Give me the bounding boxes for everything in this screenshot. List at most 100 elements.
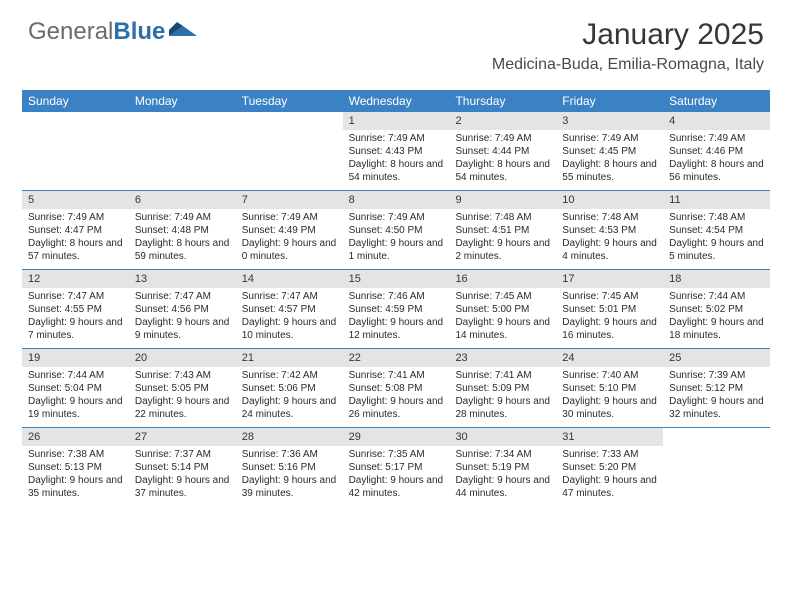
daylight-text: Daylight: 8 hours and 56 minutes. — [669, 158, 764, 184]
sunset-text: Sunset: 4:47 PM — [28, 224, 123, 237]
day-number: 28 — [236, 428, 343, 446]
day-header-row: Sunday Monday Tuesday Wednesday Thursday… — [22, 90, 770, 112]
weeks-container: 1 Sunrise: 7:49 AM Sunset: 4:43 PM Daylight… — [22, 112, 770, 506]
sunset-text: Sunset: 5:09 PM — [455, 382, 550, 395]
day-cell: 7Sunrise: 7:49 AMSunset: 4:49 PMDaylight… — [236, 191, 343, 269]
sunrise-text: Sunrise: 7:39 AM — [669, 369, 764, 382]
day-header: Sunday — [22, 90, 129, 112]
day-cell: 19Sunrise: 7:44 AMSunset: 5:04 PMDayligh… — [22, 349, 129, 427]
sunrise-text: Sunrise: 7:48 AM — [562, 211, 657, 224]
day-cell: 9Sunrise: 7:48 AMSunset: 4:51 PMDaylight… — [449, 191, 556, 269]
day-details: Sunrise: 7:44 AMSunset: 5:04 PMDaylight:… — [22, 367, 129, 423]
day-details: Sunrise: 7:36 AMSunset: 5:16 PMDaylight:… — [236, 446, 343, 502]
daylight-text: Daylight: 9 hours and 37 minutes. — [135, 474, 230, 500]
title-area: January 2025 Medicina-Buda, Emilia-Romag… — [492, 18, 764, 74]
day-cell — [129, 112, 236, 190]
day-cell: 17Sunrise: 7:45 AMSunset: 5:01 PMDayligh… — [556, 270, 663, 348]
day-details: Sunrise: 7:49 AMSunset: 4:46 PMDaylight:… — [663, 130, 770, 186]
sunrise-text: Sunrise: 7:48 AM — [455, 211, 550, 224]
sunset-text: Sunset: 4:49 PM — [242, 224, 337, 237]
day-number: 29 — [343, 428, 450, 446]
sunset-text: Sunset: 4:50 PM — [349, 224, 444, 237]
day-header: Monday — [129, 90, 236, 112]
day-cell: 1Sunrise: 7:49 AMSunset: 4:43 PMDaylight… — [343, 112, 450, 190]
day-cell: 20Sunrise: 7:43 AMSunset: 5:05 PMDayligh… — [129, 349, 236, 427]
day-number: 2 — [449, 112, 556, 130]
sunset-text: Sunset: 4:54 PM — [669, 224, 764, 237]
sunrise-text: Sunrise: 7:36 AM — [242, 448, 337, 461]
day-header: Friday — [556, 90, 663, 112]
day-details: Sunrise: 7:49 AMSunset: 4:49 PMDaylight:… — [236, 209, 343, 265]
sunset-text: Sunset: 4:43 PM — [349, 145, 444, 158]
day-details: Sunrise: 7:38 AMSunset: 5:13 PMDaylight:… — [22, 446, 129, 502]
sunset-text: Sunset: 4:59 PM — [349, 303, 444, 316]
sunrise-text: Sunrise: 7:49 AM — [242, 211, 337, 224]
sunset-text: Sunset: 4:48 PM — [135, 224, 230, 237]
daylight-text: Daylight: 9 hours and 12 minutes. — [349, 316, 444, 342]
sunrise-text: Sunrise: 7:37 AM — [135, 448, 230, 461]
day-number: 25 — [663, 349, 770, 367]
day-details: Sunrise: 7:41 AMSunset: 5:08 PMDaylight:… — [343, 367, 450, 423]
sunset-text: Sunset: 5:05 PM — [135, 382, 230, 395]
daylight-text: Daylight: 9 hours and 44 minutes. — [455, 474, 550, 500]
sunset-text: Sunset: 5:14 PM — [135, 461, 230, 474]
sunrise-text: Sunrise: 7:48 AM — [669, 211, 764, 224]
sunset-text: Sunset: 4:51 PM — [455, 224, 550, 237]
day-number: 13 — [129, 270, 236, 288]
day-cell: 5Sunrise: 7:49 AMSunset: 4:47 PMDaylight… — [22, 191, 129, 269]
sunset-text: Sunset: 4:56 PM — [135, 303, 230, 316]
day-number: 3 — [556, 112, 663, 130]
day-details: Sunrise: 7:46 AMSunset: 4:59 PMDaylight:… — [343, 288, 450, 344]
day-cell: 21Sunrise: 7:42 AMSunset: 5:06 PMDayligh… — [236, 349, 343, 427]
day-cell: 11Sunrise: 7:48 AMSunset: 4:54 PMDayligh… — [663, 191, 770, 269]
sunrise-text: Sunrise: 7:49 AM — [135, 211, 230, 224]
day-cell: 29Sunrise: 7:35 AMSunset: 5:17 PMDayligh… — [343, 428, 450, 506]
sunset-text: Sunset: 5:10 PM — [562, 382, 657, 395]
sunrise-text: Sunrise: 7:43 AM — [135, 369, 230, 382]
day-number: 1 — [343, 112, 450, 130]
sunrise-text: Sunrise: 7:49 AM — [455, 132, 550, 145]
day-cell: 26Sunrise: 7:38 AMSunset: 5:13 PMDayligh… — [22, 428, 129, 506]
sunrise-text: Sunrise: 7:40 AM — [562, 369, 657, 382]
sunset-text: Sunset: 5:02 PM — [669, 303, 764, 316]
day-cell — [236, 112, 343, 190]
day-number: 26 — [22, 428, 129, 446]
day-details: Sunrise: 7:41 AMSunset: 5:09 PMDaylight:… — [449, 367, 556, 423]
daylight-text: Daylight: 8 hours and 57 minutes. — [28, 237, 123, 263]
sunrise-text: Sunrise: 7:49 AM — [28, 211, 123, 224]
daylight-text: Daylight: 9 hours and 28 minutes. — [455, 395, 550, 421]
sunrise-text: Sunrise: 7:35 AM — [349, 448, 444, 461]
day-details: Sunrise: 7:49 AMSunset: 4:45 PMDaylight:… — [556, 130, 663, 186]
day-cell — [663, 428, 770, 506]
sunrise-text: Sunrise: 7:47 AM — [28, 290, 123, 303]
flag-icon — [169, 20, 199, 45]
sunrise-text: Sunrise: 7:49 AM — [562, 132, 657, 145]
sunrise-text: Sunrise: 7:41 AM — [455, 369, 550, 382]
daylight-text: Daylight: 9 hours and 16 minutes. — [562, 316, 657, 342]
day-details: Sunrise: 7:33 AMSunset: 5:20 PMDaylight:… — [556, 446, 663, 502]
day-details: Sunrise: 7:49 AMSunset: 4:47 PMDaylight:… — [22, 209, 129, 265]
sunrise-text: Sunrise: 7:46 AM — [349, 290, 444, 303]
sunrise-text: Sunrise: 7:38 AM — [28, 448, 123, 461]
day-number — [236, 112, 343, 130]
daylight-text: Daylight: 9 hours and 7 minutes. — [28, 316, 123, 342]
sunrise-text: Sunrise: 7:34 AM — [455, 448, 550, 461]
daylight-text: Daylight: 8 hours and 59 minutes. — [135, 237, 230, 263]
daylight-text: Daylight: 9 hours and 9 minutes. — [135, 316, 230, 342]
day-details: Sunrise: 7:47 AMSunset: 4:55 PMDaylight:… — [22, 288, 129, 344]
sunset-text: Sunset: 4:53 PM — [562, 224, 657, 237]
day-number: 9 — [449, 191, 556, 209]
daylight-text: Daylight: 9 hours and 14 minutes. — [455, 316, 550, 342]
day-number — [663, 428, 770, 446]
day-details: Sunrise: 7:49 AMSunset: 4:44 PMDaylight:… — [449, 130, 556, 186]
day-number: 24 — [556, 349, 663, 367]
day-details: Sunrise: 7:37 AMSunset: 5:14 PMDaylight:… — [129, 446, 236, 502]
sunrise-text: Sunrise: 7:47 AM — [242, 290, 337, 303]
sunrise-text: Sunrise: 7:45 AM — [455, 290, 550, 303]
day-header: Wednesday — [343, 90, 450, 112]
sunset-text: Sunset: 5:12 PM — [669, 382, 764, 395]
daylight-text: Daylight: 9 hours and 35 minutes. — [28, 474, 123, 500]
day-number: 8 — [343, 191, 450, 209]
page-header: GeneralBlue January 2025 Medicina-Buda, … — [0, 0, 792, 82]
day-cell: 4Sunrise: 7:49 AMSunset: 4:46 PMDaylight… — [663, 112, 770, 190]
